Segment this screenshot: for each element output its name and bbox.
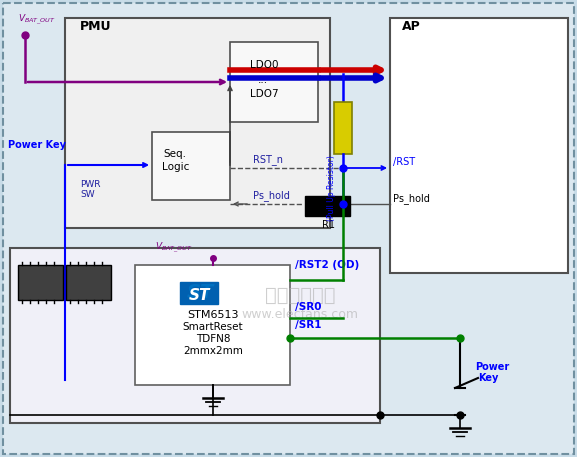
Text: ST: ST	[186, 283, 213, 303]
Text: /RST2 (OD): /RST2 (OD)	[295, 260, 359, 270]
Bar	[65, 18, 330, 228]
Text: /SR0: /SR0	[295, 302, 321, 312]
Bar	[334, 102, 352, 154]
Text: LDO0: LDO0	[250, 60, 279, 70]
Bar	[180, 282, 218, 304]
Text: RST_n: RST_n	[253, 154, 283, 165]
Text: STM6513: STM6513	[188, 310, 239, 320]
Text: SmartReset: SmartReset	[183, 322, 243, 332]
Text: ...: ...	[258, 75, 268, 85]
Text: Power Key: Power Key	[8, 140, 66, 150]
Text: /RST: /RST	[393, 157, 415, 167]
Bar	[66, 265, 111, 300]
Text: Ps_hold: Ps_hold	[253, 190, 290, 201]
Bar	[230, 42, 318, 122]
Text: Key: Key	[478, 373, 499, 383]
Bar	[135, 265, 290, 385]
Text: 电子发烧友网: 电子发烧友网	[265, 286, 335, 304]
Bar	[18, 265, 63, 300]
Bar	[10, 248, 380, 423]
Text: www.elecfans.com: www.elecfans.com	[242, 308, 358, 322]
Text: Seq.: Seq.	[163, 149, 186, 159]
Text: $V_{BAT\_OUT}$: $V_{BAT\_OUT}$	[18, 13, 55, 27]
Text: R1: R1	[322, 220, 335, 230]
Bar	[152, 132, 230, 200]
Text: $V_{BAT\_OUT}$: $V_{BAT\_OUT}$	[155, 241, 193, 255]
Text: TDFN8: TDFN8	[196, 334, 230, 344]
Text: /SR1: /SR1	[295, 320, 321, 330]
Text: Power: Power	[475, 362, 509, 372]
Text: PWR: PWR	[80, 180, 100, 189]
Text: (Pull Up Resistor): (Pull Up Resistor)	[328, 155, 336, 221]
Text: ST: ST	[188, 287, 209, 303]
Bar	[390, 18, 568, 273]
Text: Logic: Logic	[162, 162, 189, 172]
Text: LDO7: LDO7	[250, 89, 279, 99]
Text: 2mmx2mm: 2mmx2mm	[183, 346, 243, 356]
Text: Ps_hold: Ps_hold	[393, 193, 430, 204]
Bar	[305, 196, 350, 216]
Text: AP: AP	[402, 20, 421, 33]
Text: SW: SW	[80, 190, 95, 199]
Text: PMU: PMU	[80, 20, 111, 33]
